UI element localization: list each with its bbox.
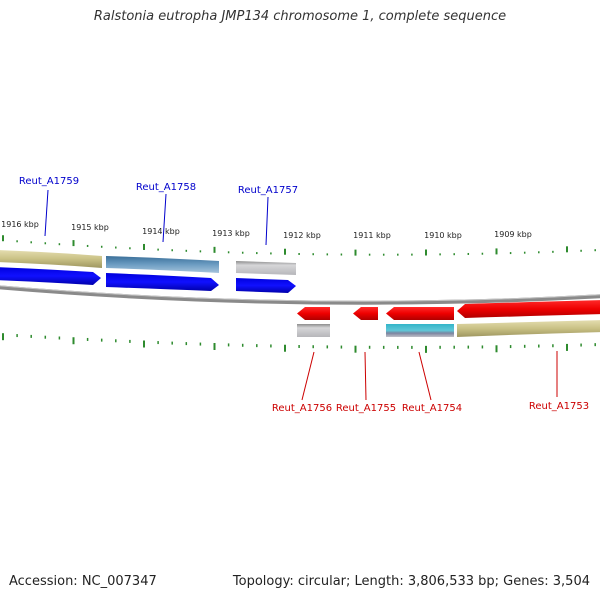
- gene-band-reut-a1758[interactable]: [106, 256, 219, 273]
- gene-label-reut-a1754[interactable]: Reut_A1754: [402, 403, 462, 414]
- ruler-ticks-forward: [2, 235, 596, 256]
- chromosome-backbone-highlight: [0, 285, 600, 302]
- scale-label: 1916 kbp: [1, 220, 39, 229]
- gene-label-reut-a1759[interactable]: Reut_A1759: [19, 176, 79, 187]
- ruler-ticks-reverse: [2, 333, 596, 353]
- scale-labels: 1916 kbp 1915 kbp 1914 kbp 1913 kbp 1912…: [1, 220, 532, 240]
- gene-band-reut-a1756[interactable]: [297, 324, 330, 337]
- gene-arrow-reut-a1753[interactable]: [457, 300, 600, 318]
- reverse-gene-labels: Reut_A1756 Reut_A1755 Reut_A1754 Reut_A1…: [272, 401, 589, 414]
- leader-line-reut-a1754: [418, 351, 432, 401]
- gene-band-reut-a1759[interactable]: [0, 250, 102, 268]
- accession-text: Accession: NC_007347: [9, 574, 157, 589]
- gene-arrow-reut-a1757[interactable]: [236, 278, 296, 293]
- gene-label-reut-a1756[interactable]: Reut_A1756: [272, 403, 332, 414]
- gene-arrow-reut-a1759[interactable]: [0, 267, 101, 285]
- scale-label: 1912 kbp: [283, 231, 321, 240]
- scale-label: 1913 kbp: [212, 229, 250, 238]
- gene-label-reut-a1753[interactable]: Reut_A1753: [529, 401, 589, 412]
- leader-line-reut-a1755: [364, 351, 367, 401]
- scale-label: 1910 kbp: [424, 231, 462, 240]
- forward-label-leaders: [44, 189, 269, 246]
- gene-band-reut-a1754[interactable]: [386, 324, 454, 337]
- leader-line-reut-a1757: [265, 196, 269, 246]
- forward-gene-labels: Reut_A1759 Reut_A1758 Reut_A1757: [19, 176, 298, 196]
- gene-arrow-reut-a1754[interactable]: [386, 307, 454, 320]
- gene-label-reut-a1755[interactable]: Reut_A1755: [336, 403, 396, 414]
- gene-label-reut-a1758[interactable]: Reut_A1758: [136, 182, 196, 193]
- scale-label: 1915 kbp: [71, 223, 109, 232]
- gene-arrow-reut-a1756[interactable]: [297, 307, 330, 320]
- chromosome-backbone: [0, 285, 600, 305]
- reverse-label-leaders: [301, 351, 558, 401]
- gene-arrow-reut-a1758[interactable]: [106, 273, 219, 291]
- leader-line-reut-a1758: [162, 193, 167, 243]
- scale-label: 1911 kbp: [353, 231, 391, 240]
- scale-label: 1909 kbp: [494, 230, 532, 239]
- leader-line-reut-a1759: [44, 189, 49, 237]
- topology-text: Topology: circular; Length: 3,806,533 bp…: [232, 574, 590, 589]
- gene-band-reut-a1757[interactable]: [236, 261, 296, 275]
- leader-line-reut-a1756: [301, 351, 315, 401]
- scale-label: 1914 kbp: [142, 227, 180, 236]
- sequence-title: Ralstonia eutropha JMP134 chromosome 1, …: [93, 9, 507, 24]
- gene-band-reut-a1753[interactable]: [457, 320, 600, 337]
- gene-label-reut-a1757[interactable]: Reut_A1757: [238, 185, 298, 196]
- gene-arrow-reut-a1755[interactable]: [353, 307, 378, 320]
